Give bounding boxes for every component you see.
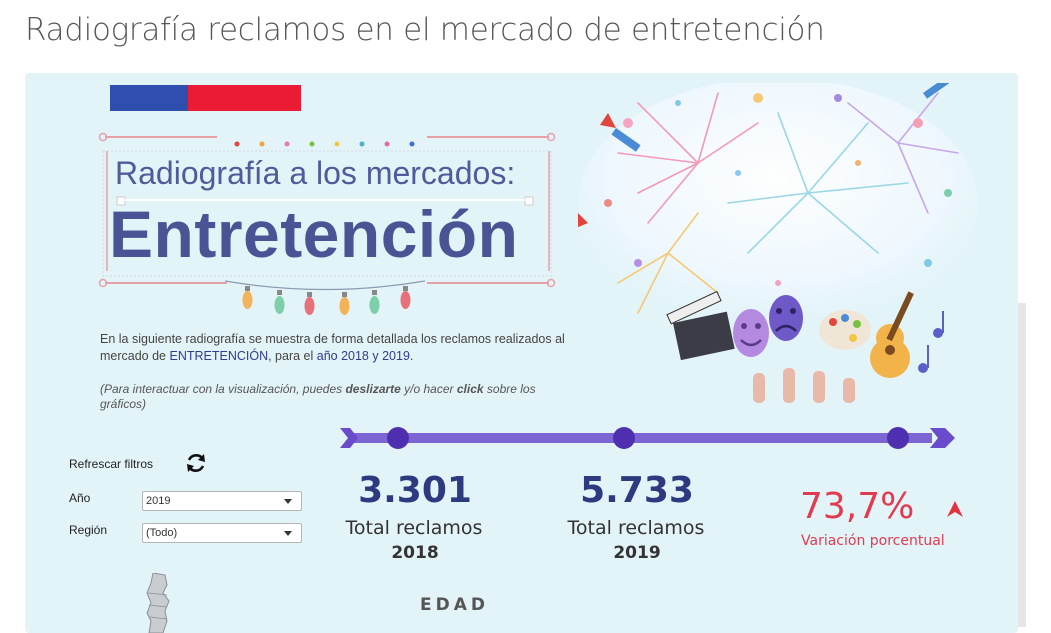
timeline-bar: [340, 427, 955, 449]
scrollbar[interactable]: [1018, 303, 1026, 627]
kpi-total-2018-label: Total reclamos: [345, 517, 483, 539]
kpi-total-2018-year: 2018: [391, 543, 439, 563]
refresh-filters-label: Refrescar filtros: [69, 457, 154, 471]
dashboard-panel: Radiografía a los mercados: Entretención…: [25, 73, 1018, 633]
headline-small: Radiografía a los mercados:: [115, 155, 516, 191]
year-filter-label: Año: [69, 491, 91, 505]
kpi-total-2019-label: Total reclamos: [567, 517, 705, 539]
years-highlight: año 2018 y 2019: [316, 348, 410, 363]
title-frame: [98, 132, 556, 288]
kpi-total-2018-value: 3.301: [358, 470, 472, 511]
chevron-down-icon: [284, 531, 292, 536]
intro-text: En la siguiente radiografía se muestra d…: [100, 332, 565, 363]
fireworks-illustration: [578, 83, 978, 403]
kpi-variation-label: Variación porcentual: [801, 533, 945, 549]
market-highlight: ENTRETENCIÓN: [169, 348, 269, 363]
region-filter-label: Región: [69, 523, 108, 537]
kpi-total-2019-value: 5.733: [580, 470, 694, 511]
flag-red-stripe: [188, 85, 301, 111]
interaction-note: (Para interactuar con la visualización, …: [100, 382, 536, 411]
year-select[interactable]: 2019: [142, 491, 302, 511]
flag-blue-stripe: [110, 85, 188, 111]
kpi-variation-value: 73,7%: [800, 486, 915, 527]
headline-big: Entretención: [109, 197, 519, 271]
edad-section-title: EDAD: [420, 595, 489, 615]
arrow-up-icon: [947, 501, 963, 517]
region-select[interactable]: (Todo): [142, 523, 302, 543]
chevron-down-icon: [284, 499, 292, 504]
page-title: Radiografía reclamos en el mercado de en…: [25, 12, 825, 48]
string-lights-decoration: [225, 280, 425, 315]
chile-map[interactable]: [143, 573, 183, 633]
kpi-total-2019-year: 2019: [613, 543, 661, 563]
refresh-icon[interactable]: [184, 451, 208, 475]
